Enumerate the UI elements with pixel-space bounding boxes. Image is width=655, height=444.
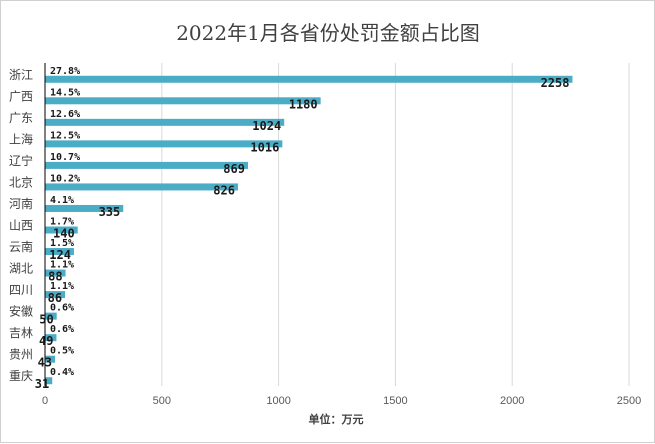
category-label: 辽宁 <box>9 153 33 168</box>
value-label: 1180 <box>289 97 318 111</box>
category-label: 云南 <box>9 239 33 254</box>
value-label: 1016 <box>250 140 279 154</box>
bars <box>45 75 573 385</box>
category-label: 广西 <box>9 89 33 103</box>
percent-label: 1.5% <box>50 238 74 249</box>
category-label: 吉林 <box>9 326 33 340</box>
percent-label: 10.7% <box>50 152 80 163</box>
bar <box>45 291 66 299</box>
category-label: 河南 <box>9 196 33 211</box>
x-tick-label: 2000 <box>500 395 524 407</box>
gridlines <box>161 63 630 386</box>
bar <box>45 226 78 234</box>
percent-label: 12.5% <box>50 130 80 141</box>
bar <box>45 355 56 363</box>
bar <box>45 118 285 126</box>
category-label: 重庆 <box>9 369 33 383</box>
percent-label: 0.5% <box>50 346 74 357</box>
bar <box>45 248 74 256</box>
value-label: 86 <box>48 291 62 305</box>
bar <box>45 334 57 342</box>
percent-label: 10.2% <box>50 173 80 184</box>
category-label: 安徽 <box>9 304 33 319</box>
percent-label: 1.7% <box>50 217 74 228</box>
bar <box>45 140 283 148</box>
bar <box>45 204 124 212</box>
percent-label: 0.6% <box>50 303 74 314</box>
percent-label: 0.6% <box>50 324 74 335</box>
x-axis-title: 单位：万元 <box>309 412 364 426</box>
bar <box>45 183 238 191</box>
x-tick-label: 500 <box>153 395 171 407</box>
x-tick-label: 1000 <box>266 395 290 407</box>
category-label: 四川 <box>9 283 33 297</box>
value-label: 43 <box>38 356 52 370</box>
bar <box>45 312 57 320</box>
x-tick-label: 0 <box>42 395 48 407</box>
percent-label: 1.1% <box>50 260 74 271</box>
category-label: 湖北 <box>9 261 33 276</box>
value-label: 140 <box>53 227 75 241</box>
bar <box>45 377 53 385</box>
percent-label: 27.8% <box>50 66 80 77</box>
percent-label: 1.1% <box>50 281 74 292</box>
category-label: 上海 <box>9 131 33 146</box>
percent-label: 14.5% <box>50 87 80 98</box>
category-label: 北京 <box>9 175 33 189</box>
value-label: 826 <box>213 183 235 197</box>
percent-label: 12.6% <box>50 109 80 120</box>
category-label: 山西 <box>9 219 33 233</box>
value-label: 31 <box>35 377 49 391</box>
x-tick-label: 1500 <box>383 395 407 407</box>
value-label: 335 <box>99 205 121 219</box>
category-label: 广东 <box>9 111 33 125</box>
x-tick-label: 2500 <box>617 395 641 407</box>
bar <box>45 97 321 105</box>
value-label: 869 <box>223 162 245 176</box>
value-label: 50 <box>39 313 53 327</box>
bar <box>45 75 573 83</box>
bar <box>45 269 66 277</box>
value-label: 88 <box>48 270 62 284</box>
category-label: 浙江 <box>9 68 33 82</box>
bar <box>45 161 248 169</box>
value-label: 1024 <box>252 119 281 133</box>
value-label: 2258 <box>541 76 570 90</box>
labels: 0 500 1000 1500 2000 2500 浙江 27.8% 2258 广西 14.5% 11… <box>9 66 641 407</box>
percent-label: 4.1% <box>50 195 74 206</box>
percent-label: 0.4% <box>50 367 74 378</box>
value-label: 124 <box>49 248 71 262</box>
value-label: 49 <box>39 334 53 348</box>
chart-title: 2022年1月各省份处罚金额占比图 <box>176 21 480 45</box>
category-label: 贵州 <box>9 348 33 362</box>
